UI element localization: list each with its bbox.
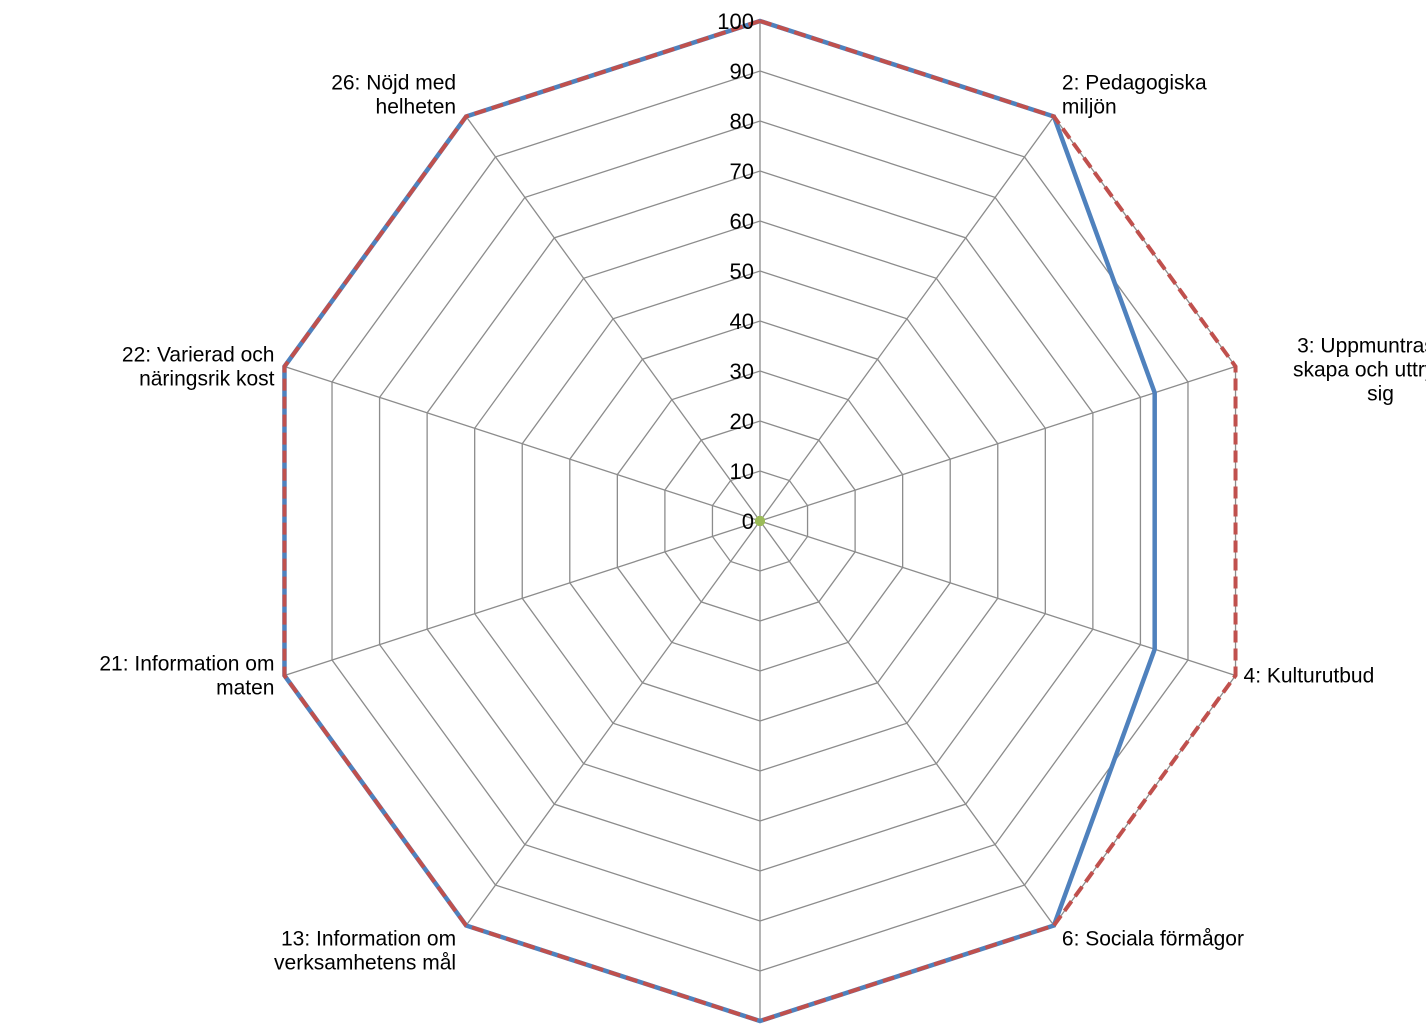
tick-label-100: 100 bbox=[717, 9, 754, 34]
series-2-point-9 bbox=[755, 516, 765, 526]
series-0-line bbox=[282, 18, 1157, 1024]
category-label-2-line-2: sig bbox=[1367, 382, 1394, 405]
axis-spoke-6 bbox=[465, 520, 761, 926]
category-label-9-line-0: 26: Nöjd med bbox=[331, 71, 456, 94]
axis-spoke-8 bbox=[284, 365, 761, 522]
tick-layer: 0 10 20 30 40 50 60 70 80 90 100 bbox=[717, 9, 754, 534]
category-label-9-line-1: helheten bbox=[376, 95, 457, 118]
tick-label-50: 50 bbox=[730, 259, 754, 284]
category-label-6-line-0: 13: Information om bbox=[281, 928, 456, 951]
series-layer bbox=[282, 18, 1238, 1024]
tick-label-70: 70 bbox=[730, 159, 754, 184]
tick-label-20: 20 bbox=[730, 409, 754, 434]
tick-label-60: 60 bbox=[730, 209, 754, 234]
category-label-1-line-1: miljön bbox=[1062, 95, 1117, 118]
category-label-2: 3: Uppmuntras attskapa och uttryckasig bbox=[1293, 334, 1426, 405]
axis-spoke-7 bbox=[284, 520, 761, 677]
category-label-4: 6: Sociala förmågor bbox=[1062, 928, 1244, 951]
tick-label-90: 90 bbox=[730, 59, 754, 84]
tick-label-40: 40 bbox=[730, 309, 754, 334]
category-label-3-line-0: 4: Kulturutbud bbox=[1244, 665, 1375, 688]
category-label-7-line-1: maten bbox=[216, 677, 274, 700]
category-label-1-line-0: 2: Pedagogiska bbox=[1062, 71, 1207, 94]
axis-spoke-1 bbox=[759, 116, 1055, 522]
tick-label-30: 30 bbox=[730, 359, 754, 384]
axis-spoke-9 bbox=[465, 116, 761, 522]
category-label-4-line-0: 6: Sociala förmågor bbox=[1062, 928, 1244, 951]
category-label-8-line-1: näringsrik kost bbox=[139, 367, 275, 390]
category-label-2-line-1: skapa och uttrycka bbox=[1293, 358, 1426, 381]
axis-spoke-4 bbox=[759, 520, 1055, 926]
category-label-6-line-1: verksamhetens mål bbox=[274, 952, 456, 975]
category-label-2-line-0: 3: Uppmuntras att bbox=[1297, 334, 1426, 357]
tick-label-10: 10 bbox=[730, 459, 754, 484]
category-label-3: 4: Kulturutbud bbox=[1244, 665, 1375, 688]
tick-label-0: 0 bbox=[742, 509, 754, 534]
tick-label-80: 80 bbox=[730, 109, 754, 134]
category-label-7-line-0: 21: Information om bbox=[99, 653, 274, 676]
category-label-8-line-0: 22: Varierad och bbox=[122, 343, 275, 366]
series-1-line bbox=[282, 18, 1238, 1024]
